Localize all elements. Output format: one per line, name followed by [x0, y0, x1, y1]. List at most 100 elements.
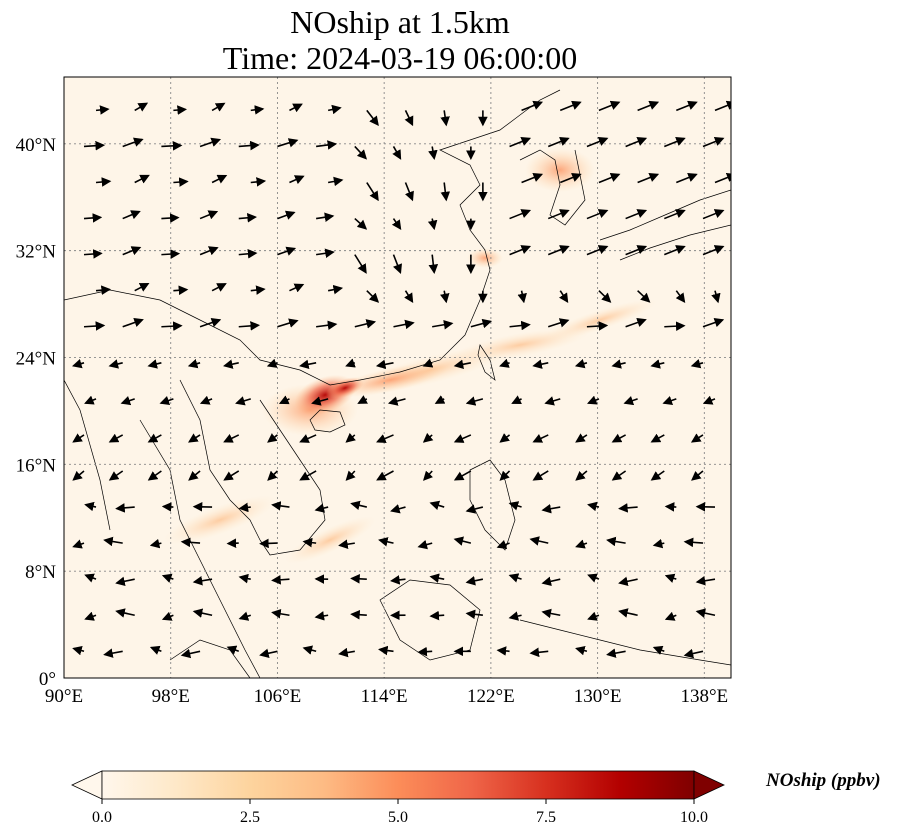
wind-arrow	[625, 209, 648, 220]
wind-arrow	[664, 611, 677, 621]
wind-arrow	[180, 537, 201, 548]
wind-arrow	[393, 319, 415, 330]
wind-arrow	[422, 432, 434, 443]
wind-arrow	[314, 503, 329, 513]
wind-arrow	[173, 285, 189, 296]
wind-arrow	[72, 645, 85, 656]
wind-arrow	[259, 538, 278, 549]
wind-arrow	[623, 396, 638, 406]
latitude-tick-label: 24°N	[16, 348, 57, 369]
wind-arrow	[508, 501, 522, 511]
wind-arrow	[544, 396, 561, 406]
wind-arrow	[559, 290, 569, 304]
wind-arrow	[541, 608, 561, 619]
wind-arrow	[465, 609, 483, 620]
wind-arrow	[147, 433, 162, 443]
map-frame	[63, 76, 732, 679]
wind-arrow	[422, 358, 434, 368]
wind-arrow	[115, 608, 135, 618]
wind-arrow	[354, 254, 367, 274]
colorbar-label: NOship (ppbv)	[766, 770, 881, 791]
wind-arrow	[652, 645, 665, 655]
wind-arrow	[586, 136, 609, 148]
wind-arrow	[267, 470, 278, 481]
colorbar-tick-label: 0.0	[92, 809, 112, 826]
wind-arrow	[586, 245, 609, 256]
wind-arrow	[508, 611, 522, 621]
wind-arrow	[429, 500, 445, 510]
wind-arrow	[173, 177, 189, 187]
longitude-tick-label: 138°E	[680, 686, 728, 707]
longitude-tick-label: 98°E	[152, 686, 190, 707]
wind-arrow	[199, 210, 219, 220]
wind-arrow	[226, 645, 240, 655]
wind-arrow	[188, 433, 201, 443]
wind-arrow	[390, 575, 406, 585]
wind-arrow	[499, 470, 511, 481]
wind-arrow	[238, 213, 257, 223]
wind-arrow	[277, 138, 299, 148]
wind-arrow	[250, 105, 265, 115]
wind-arrow	[271, 575, 290, 585]
wind-arrow	[586, 321, 609, 331]
wind-arrow	[350, 574, 367, 584]
wind-arrow	[327, 176, 344, 187]
wind-arrow	[327, 104, 342, 115]
wind-arrow	[702, 395, 716, 405]
wind-arrow	[664, 321, 686, 331]
wind-arrow	[499, 433, 511, 443]
wind-arrow	[423, 470, 434, 481]
wind-arrow	[103, 648, 123, 658]
wind-arrow	[453, 434, 472, 443]
wind-arrow	[122, 317, 144, 328]
colorbar-tick-label: 2.5	[240, 809, 260, 826]
wind-arrow	[702, 245, 725, 256]
colorbar-extend-max	[693, 770, 725, 800]
wind-arrow	[250, 285, 266, 295]
latitude-tick-label: 16°N	[16, 455, 57, 476]
wind-arrow	[574, 358, 588, 369]
wind-arrow	[122, 210, 141, 220]
wind-arrow	[598, 173, 621, 184]
wind-arrow	[250, 177, 267, 187]
wind-arrow	[387, 396, 406, 406]
wind-arrow	[690, 433, 704, 443]
wind-arrow	[350, 609, 367, 620]
wind-arrow	[95, 177, 112, 187]
wind-arrow	[391, 218, 402, 230]
wind-arrow	[267, 433, 278, 443]
longitude-tick-label: 90°E	[45, 686, 83, 707]
wind-arrow	[508, 573, 522, 583]
wind-arrow	[541, 576, 561, 587]
wind-arrow	[575, 645, 588, 656]
wind-arrow	[192, 608, 213, 618]
wind-arrow	[509, 245, 532, 256]
wind-arrow	[122, 137, 144, 148]
wind-arrow	[354, 145, 368, 160]
wind-arrow	[72, 470, 85, 481]
wind-arrow	[575, 539, 588, 549]
coastlines	[64, 89, 731, 678]
latitude-tick-label: 40°N	[16, 135, 57, 156]
wind-arrow	[378, 645, 394, 656]
wind-arrow	[611, 359, 626, 369]
wind-arrow	[327, 284, 344, 295]
wind-arrow	[529, 647, 549, 658]
wind-arrow	[675, 290, 686, 303]
wind-arrow	[676, 100, 698, 112]
wind-arrow	[683, 537, 704, 548]
wind-arrow	[366, 182, 379, 202]
wind-arrow	[453, 536, 472, 546]
colorbar-tick-labels: 0.0 2.5 5.0 7.5 10.0	[92, 799, 708, 826]
wind-arrow	[637, 100, 660, 112]
wind-arrow	[211, 283, 227, 292]
wind-arrow	[691, 470, 704, 481]
wind-arrow	[173, 105, 187, 115]
wind-arrow	[299, 359, 317, 370]
wind-arrow	[532, 470, 549, 481]
colorbar-extend-min	[71, 770, 103, 800]
wind-arrow	[517, 290, 527, 304]
wind-arrow	[429, 573, 445, 583]
wind-arrow	[134, 174, 150, 184]
